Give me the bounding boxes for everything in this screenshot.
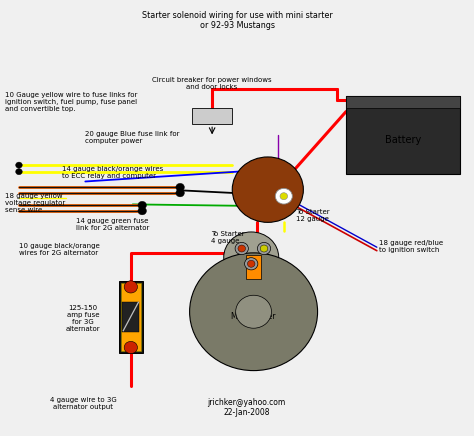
Circle shape	[238, 245, 246, 252]
Circle shape	[247, 260, 255, 267]
Circle shape	[280, 193, 288, 200]
Text: To Starter
4 gauge: To Starter 4 gauge	[211, 231, 245, 244]
Text: 18 gauge red/blue
to ignition switch: 18 gauge red/blue to ignition switch	[379, 240, 443, 253]
Circle shape	[235, 242, 248, 255]
Text: 4 gauge wire to 3G
alternator output: 4 gauge wire to 3G alternator output	[50, 397, 116, 410]
Circle shape	[138, 207, 146, 215]
Text: 10 Gauge yellow wire to fuse links for
ignition switch, fuel pump, fuse panel
an: 10 Gauge yellow wire to fuse links for i…	[5, 92, 137, 112]
Circle shape	[260, 245, 268, 252]
Bar	[122, 302, 139, 332]
Text: jrichker@yahoo.com
22-Jan-2008: jrichker@yahoo.com 22-Jan-2008	[207, 398, 286, 417]
Circle shape	[257, 242, 271, 255]
Circle shape	[16, 162, 22, 168]
Text: 18 gauge yellow
voltage regulator
sense wire: 18 gauge yellow voltage regulator sense …	[5, 193, 65, 213]
Circle shape	[224, 232, 279, 283]
Text: 125-150
amp fuse
for 3G
alternator: 125-150 amp fuse for 3G alternator	[65, 305, 100, 332]
Circle shape	[124, 341, 137, 354]
Text: Circuit breaker for power windows
and door locks: Circuit breaker for power windows and do…	[152, 77, 272, 90]
Text: 14 gauge green fuse
link for 2G alternator: 14 gauge green fuse link for 2G alternat…	[76, 218, 149, 231]
Circle shape	[275, 188, 292, 204]
Text: Starter solenoid wiring for use with mini starter
or 92-93 Mustangs: Starter solenoid wiring for use with min…	[142, 11, 332, 30]
Bar	[346, 96, 460, 108]
Circle shape	[236, 295, 272, 328]
Bar	[346, 96, 460, 174]
Text: To Starter
12 gauge: To Starter 12 gauge	[296, 209, 330, 222]
Circle shape	[232, 157, 303, 222]
Circle shape	[176, 189, 184, 197]
Bar	[121, 283, 141, 351]
Circle shape	[16, 169, 22, 175]
Bar	[246, 255, 261, 279]
Text: 10 gauge black/orange
wires for 2G alternator: 10 gauge black/orange wires for 2G alter…	[19, 243, 100, 256]
Text: -: -	[446, 96, 450, 106]
Text: Mini starter: Mini starter	[231, 312, 276, 320]
Circle shape	[190, 253, 318, 371]
Text: 14 gauge black/orange wires
to ECC relay and computer: 14 gauge black/orange wires to ECC relay…	[62, 166, 163, 179]
Circle shape	[176, 183, 184, 191]
Circle shape	[245, 258, 258, 270]
Text: Battery: Battery	[385, 135, 421, 144]
Text: +: +	[354, 96, 362, 106]
Text: 20 gauge Blue fuse link for
computer power: 20 gauge Blue fuse link for computer pow…	[85, 131, 180, 144]
Bar	[118, 281, 143, 353]
Circle shape	[138, 201, 146, 209]
Bar	[192, 108, 232, 124]
Circle shape	[124, 281, 137, 293]
